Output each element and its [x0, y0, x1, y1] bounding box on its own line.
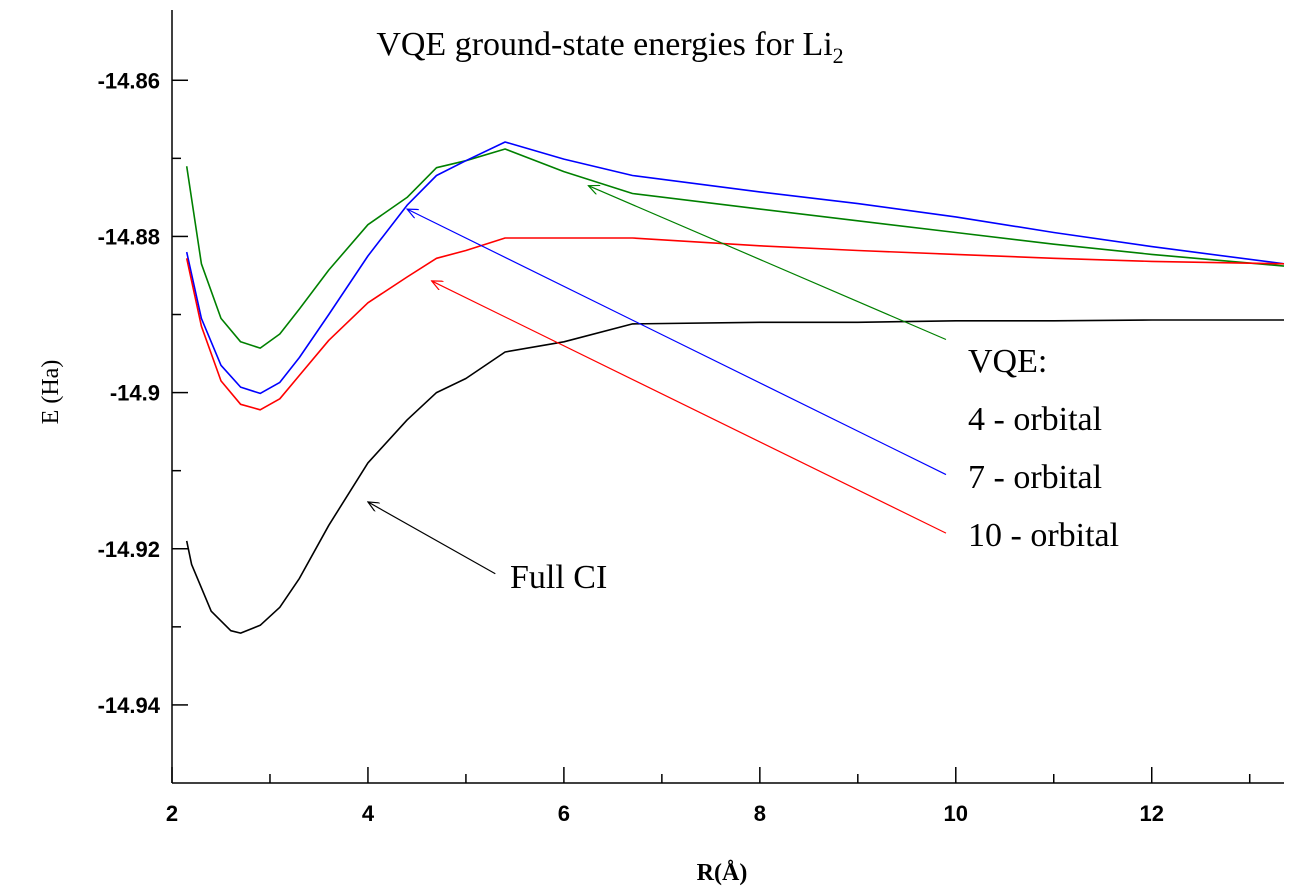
series-layer [185, 141, 1285, 634]
annotation-layer [368, 186, 947, 575]
chart-title-subscript: 2 [833, 43, 844, 68]
x-tick-label: 2 [166, 801, 178, 826]
series-line-10-orbital [185, 237, 1285, 411]
x-tick-label: 12 [1139, 801, 1163, 826]
full-ci-label: Full CI [510, 559, 607, 596]
series-line-7-orbital [185, 141, 1285, 395]
y-tick-label: -14.92 [98, 537, 160, 562]
x-tick-label: 4 [362, 801, 375, 826]
legend-title: VQE: [968, 343, 1047, 380]
chart-title: VQE ground-state energies for Li2 [376, 26, 843, 68]
x-axis-title: R(Å) [697, 860, 748, 886]
annotation-arrow-full-ci [368, 502, 496, 575]
legend-entry-10-orbital: 10 - orbital [968, 517, 1119, 554]
annotation-arrow-4-orbital [588, 186, 947, 341]
legend-entry-7-orbital: 7 - orbital [968, 459, 1102, 496]
annotation-arrow-7-orbital [407, 209, 947, 476]
y-tick-label: -14.86 [98, 68, 160, 93]
plot-frame [171, 10, 1284, 784]
series-line-4-orbital [185, 148, 1285, 349]
y-tick-label: -14.88 [98, 224, 160, 249]
series-line-full-ci [185, 319, 1284, 634]
x-tick-label: 10 [944, 801, 968, 826]
y-tick-label: -14.94 [98, 693, 161, 718]
annotation-arrow-10-orbital [432, 281, 947, 534]
chart-title-main: VQE ground-state energies for Li [376, 26, 832, 63]
y-axis: -14.86 -14.88 -14.9 -14.92 -14.94 [98, 68, 188, 718]
x-axis: 2 4 6 8 10 12 [166, 767, 1251, 826]
x-tick-label: 6 [558, 801, 570, 826]
x-tick-label: 8 [754, 801, 766, 826]
legend-entry-4-orbital: 4 - orbital [968, 401, 1102, 438]
y-axis-title: E (Ha) [38, 360, 64, 425]
y-tick-label: -14.9 [110, 381, 160, 406]
